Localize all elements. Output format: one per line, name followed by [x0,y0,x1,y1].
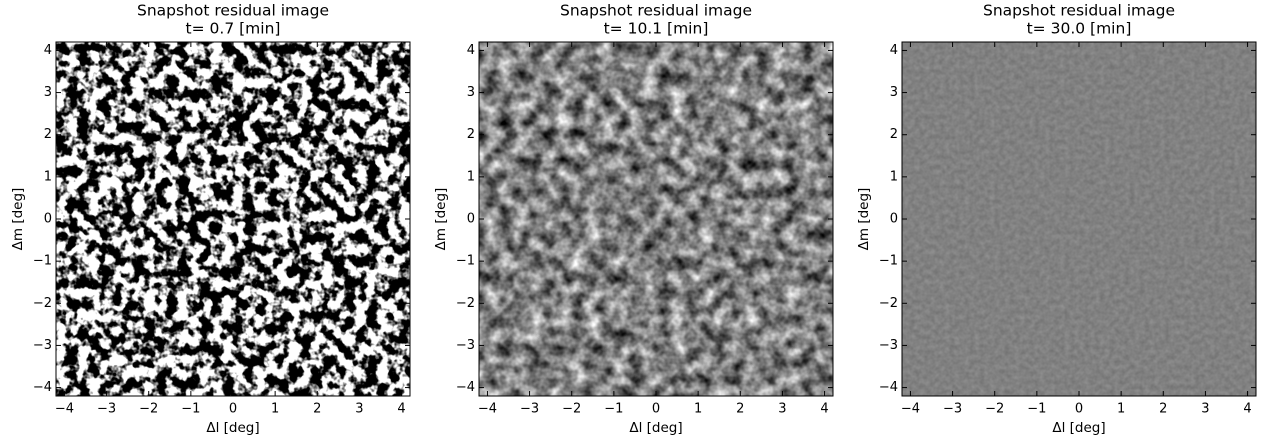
panel-subtitle: t= 0.7 [min] [186,20,281,38]
x-axis-label: Δl [deg] [206,420,259,436]
x-tick-label: 4 [1243,402,1251,417]
x-tick-label: 2 [313,402,321,417]
panel-subtitle: t= 30.0 [min] [1027,20,1132,38]
y-tick-label: 4 [890,43,898,58]
y-tick-label: 4 [467,43,475,58]
residual-image [902,42,1256,396]
y-axis-label: Δm [deg] [856,188,872,251]
x-tick-label: −3 [520,402,539,417]
y-tick-label: 1 [890,169,898,184]
x-tick-label: −3 [97,402,116,417]
panel-title: Snapshot residual image [137,2,329,20]
x-tick-label: 2 [736,402,744,417]
y-tick-label: −2 [456,296,475,311]
y-tick-label: −3 [879,338,898,353]
x-tick-label: −1 [1027,402,1046,417]
x-tick-label: 0 [652,402,660,417]
y-tick-label: 0 [44,212,52,227]
y-tick-label: 1 [467,169,475,184]
x-tick-label: −2 [985,402,1004,417]
x-axis-label: Δl [deg] [629,420,682,436]
x-tick-label: −4 [901,402,920,417]
y-tick-label: −3 [456,338,475,353]
x-tick-label: −4 [55,402,74,417]
x-tick-label: 3 [1201,402,1209,417]
x-tick-label: 2 [1159,402,1167,417]
y-tick-label: 3 [467,85,475,100]
x-tick-label: −4 [478,402,497,417]
residual-image [56,42,410,396]
y-axis-label: Δm [deg] [433,188,449,251]
x-tick-label: −1 [604,402,623,417]
panel-title: Snapshot residual image [560,2,752,20]
x-tick-label: 4 [397,402,405,417]
y-tick-label: 1 [44,169,52,184]
y-tick-label: −4 [456,380,475,395]
y-tick-label: 4 [44,43,52,58]
y-tick-label: −2 [33,296,52,311]
y-tick-label: −4 [33,380,52,395]
y-tick-label: −1 [879,254,898,269]
x-tick-label: −2 [139,402,158,417]
x-tick-label: −1 [181,402,200,417]
x-tick-label: −2 [562,402,581,417]
residual-image [479,42,833,396]
y-tick-label: −3 [33,338,52,353]
x-tick-label: 3 [778,402,786,417]
x-tick-label: 1 [694,402,702,417]
x-tick-label: 4 [820,402,828,417]
x-axis-label: Δl [deg] [1052,420,1105,436]
x-tick-label: 0 [229,402,237,417]
y-tick-label: 2 [467,127,475,142]
y-tick-label: −1 [456,254,475,269]
x-tick-label: 0 [1075,402,1083,417]
y-tick-label: 0 [467,212,475,227]
y-tick-label: −1 [33,254,52,269]
x-tick-label: 1 [1117,402,1125,417]
panel-subtitle: t= 10.1 [min] [604,20,709,38]
y-tick-label: −4 [879,380,898,395]
y-tick-label: 3 [890,85,898,100]
y-tick-label: −2 [879,296,898,311]
y-tick-label: 0 [890,212,898,227]
x-tick-label: 3 [355,402,363,417]
y-tick-label: 2 [44,127,52,142]
x-tick-label: −3 [943,402,962,417]
y-tick-label: 3 [44,85,52,100]
y-axis-label: Δm [deg] [10,188,26,251]
y-tick-label: 2 [890,127,898,142]
panel-title: Snapshot residual image [983,2,1175,20]
x-tick-label: 1 [271,402,279,417]
